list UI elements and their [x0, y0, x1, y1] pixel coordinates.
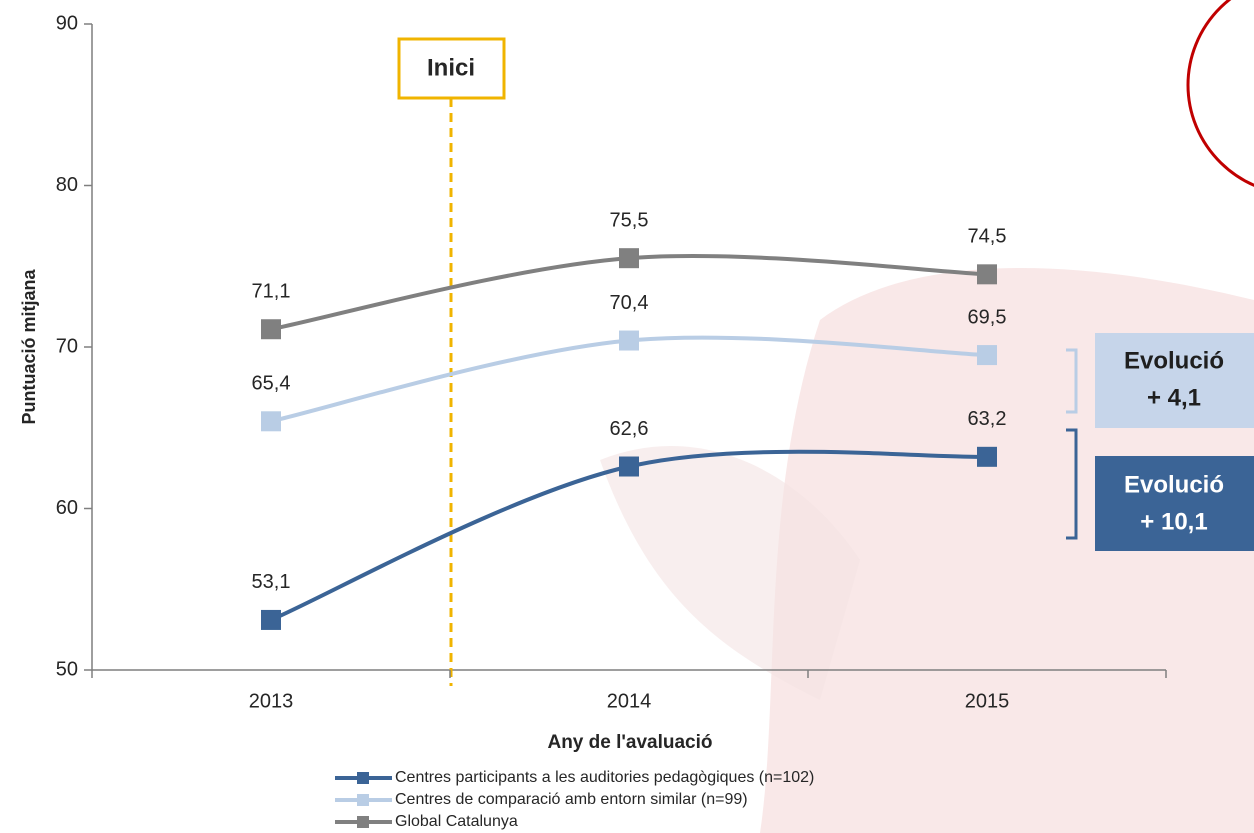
y-tick-label: 50	[56, 658, 78, 680]
marker	[619, 456, 639, 477]
data-label: 69,5	[968, 306, 1007, 328]
marker	[977, 446, 997, 467]
y-axis-title: Puntuació mitjana	[19, 269, 39, 425]
x-tick-label: 2015	[965, 690, 1010, 712]
y-tick-label: 70	[56, 335, 78, 357]
evolution-box	[1095, 456, 1254, 551]
bracket	[1066, 348, 1078, 414]
legend-label: Centres participants a les auditories pe…	[395, 769, 814, 786]
marker	[977, 264, 997, 285]
start-label: Inici	[427, 54, 475, 81]
data-label: 53,1	[252, 571, 291, 593]
legend-marker	[357, 816, 369, 828]
data-label: 63,2	[968, 408, 1007, 430]
evolution-label: Evolució	[1124, 347, 1224, 374]
data-label: 70,4	[610, 292, 649, 314]
x-tick-label: 2013	[249, 690, 294, 712]
legend-label: Global Catalunya	[395, 813, 518, 830]
marker	[261, 319, 281, 340]
marker	[261, 411, 281, 432]
evolution-label: Evolució	[1124, 471, 1224, 498]
data-label: 62,6	[610, 418, 649, 440]
evolution-box	[1095, 333, 1254, 428]
start-box	[397, 37, 506, 100]
legend-marker	[357, 772, 369, 784]
data-label: 74,5	[968, 226, 1007, 248]
data-label: 75,5	[610, 209, 649, 231]
evolution-label: + 10,1	[1140, 508, 1207, 535]
data-label: 65,4	[252, 373, 291, 395]
marker	[619, 330, 639, 351]
y-tick-label: 80	[56, 174, 78, 196]
legend-marker	[357, 794, 369, 806]
y-tick-label: 90	[56, 12, 78, 34]
marker	[619, 248, 639, 269]
x-axis-title: Any de l'avaluació	[547, 732, 712, 753]
data-label: 71,1	[252, 281, 291, 303]
x-tick-label: 2014	[607, 690, 652, 712]
legend-label: Centres de comparació amb entorn similar…	[395, 791, 748, 808]
evolution-label: + 4,1	[1147, 384, 1201, 411]
marker	[261, 609, 281, 630]
y-tick-label: 60	[56, 497, 78, 519]
bracket	[1066, 428, 1078, 540]
marker	[977, 345, 997, 366]
